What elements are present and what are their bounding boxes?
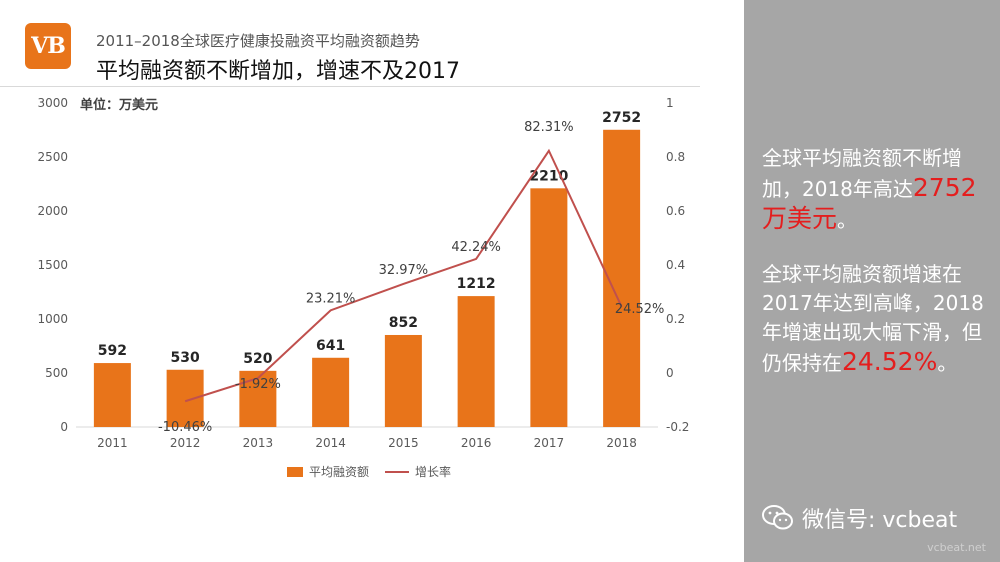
chart: 0 500 1000 1500 2000 2500 3000 -0.2 0 0.2 0.4 0.6 0.…	[37, 96, 689, 479]
sidebar-p2-text: 全球平均融资额增速在2017年达到高峰，2018年增速出现大幅下滑，但仍保持在	[762, 262, 984, 375]
line-data-label: 82.31%	[524, 120, 574, 135]
page-title: 平均融资额不断增加，增速不及2017	[96, 59, 460, 84]
bar-data-label: 1212	[457, 276, 496, 292]
logo-text: VB	[31, 33, 66, 59]
y-left-tick-label: 500	[45, 366, 68, 380]
wechat-icon	[762, 505, 793, 530]
sidebar-p1-end: 。	[837, 208, 858, 232]
x-tick-label: 2018	[606, 436, 637, 450]
bar	[239, 370, 277, 427]
watermark: vcbeat.net	[927, 541, 986, 554]
x-tick-label: 2015	[388, 436, 419, 450]
x-tick-label: 2013	[243, 436, 274, 450]
bar	[530, 188, 568, 427]
bar	[457, 296, 495, 427]
y-right-tick-label: 0.2	[666, 312, 685, 326]
y-left-tick-label: 2500	[37, 150, 68, 164]
legend-label-line: 增长率	[415, 464, 451, 479]
x-tick-label: 2014	[315, 436, 346, 450]
bar	[166, 369, 204, 427]
bar-data-label: 530	[171, 350, 200, 366]
sidebar-p1-text: 全球平均融资额不断增加，2018年高达	[762, 146, 962, 201]
x-tick-label: 2011	[97, 436, 128, 450]
y-right-tick-label: 0.4	[666, 258, 685, 272]
y-right-tick-label: 0.6	[666, 204, 685, 218]
sidebar-paragraph-1: 全球平均融资额不断增加，2018年高达2752万美元。	[762, 144, 992, 235]
legend-label-bar: 平均融资额	[309, 465, 369, 479]
sidebar: 全球平均融资额不断增加，2018年高达2752万美元。 全球平均融资额增速在20…	[744, 0, 1000, 562]
wechat-account: 微信号: vcbeat	[762, 502, 957, 534]
bar-data-label: 2752	[602, 110, 641, 126]
y-left-tick-label: 0	[60, 420, 68, 434]
y-left-tick-label: 2000	[37, 204, 68, 218]
line-data-label: 32.97%	[379, 263, 429, 278]
legend-swatch-bar	[287, 467, 303, 477]
line-data-label: -10.46%	[158, 420, 212, 435]
y-right-tick-label: 1	[666, 96, 674, 110]
sidebar-p1-highlight: 2752万美元	[762, 173, 977, 233]
y-left-tick-label: 3000	[37, 96, 68, 110]
y-right-tick-label: -0.2	[666, 420, 689, 434]
bar	[384, 334, 422, 427]
growth-rate-line	[184, 148, 623, 403]
x-tick-label: 2017	[534, 436, 565, 450]
x-tick-label: 2012	[170, 436, 201, 450]
bar	[312, 357, 350, 427]
line-data-label: 24.52%	[615, 302, 665, 317]
vcbeat-logo: VB	[25, 23, 71, 69]
y-left-tick-label: 1500	[37, 258, 68, 272]
sidebar-p2-end: 。	[937, 351, 958, 375]
line-data-label: -1.92%	[235, 377, 281, 392]
bar-data-label: 592	[98, 343, 127, 359]
y-right-tick-label: 0.8	[666, 150, 685, 164]
title-divider	[0, 86, 700, 87]
bar-data-label: 641	[316, 338, 345, 354]
wechat-label: 微信号: vcbeat	[802, 508, 958, 533]
bar	[93, 363, 131, 427]
line-data-label: 42.24%	[451, 240, 501, 255]
sidebar-paragraph-2: 全球平均融资额增速在2017年达到高峰，2018年增速出现大幅下滑，但仍保持在2…	[762, 260, 992, 378]
bar-data-label: 520	[243, 351, 272, 367]
y-left-tick-label: 1000	[37, 312, 68, 326]
y-right-tick-label: 0	[666, 366, 674, 380]
page-subtitle: 2011–2018全球医疗健康投融资平均融资额趋势	[96, 32, 420, 50]
unit-label: 单位：万美元	[80, 97, 158, 113]
sidebar-p2-highlight: 24.52%	[842, 347, 938, 376]
x-tick-label: 2016	[461, 436, 492, 450]
line-data-label: 23.21%	[306, 291, 356, 306]
bar-data-label: 852	[389, 315, 418, 331]
